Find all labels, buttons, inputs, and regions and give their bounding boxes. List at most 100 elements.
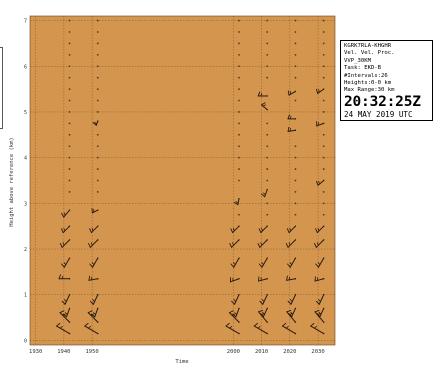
missing-dot-2-625 [238,53,240,56]
missing-dot-1-400 [96,156,99,159]
missing-dot-5-450 [322,133,325,136]
x-tick-label-0: 1930 [29,349,42,355]
info-time: 20:32:25Z [344,93,421,110]
missing-dot-0-475 [68,122,71,125]
wind-barb-2-4 [230,277,240,283]
y-tick-label-3: 3 [24,201,27,207]
missing-dot-2-375 [238,168,240,170]
missing-dot-3-600 [266,65,269,68]
missing-dot-1-525 [96,99,99,102]
wind-barb-3-3 [259,294,268,305]
missing-dot-0-400 [68,156,71,159]
missing-dot-5-700 [322,19,325,22]
missing-dot-4-700 [294,19,297,22]
wind-barb-1-6 [88,239,99,248]
missing-dot-0-525 [68,99,71,102]
wind-barb-0-7 [60,225,71,234]
info-date: 24 MAY 2019 UTC [344,109,413,119]
missing-dot-0-425 [68,145,71,148]
missing-dot-5-575 [322,76,325,79]
missing-dot-5-325 [322,191,325,193]
x-tick-labels: 1930 1940 1950 2000 2010 2020 2030 [29,349,325,355]
missing-dot-2-425 [238,145,240,148]
missing-dot-2-600 [238,65,240,68]
wind-barb-4-7 [286,225,297,234]
missing-dot-3-625 [266,53,269,56]
missing-dot-3-675 [266,31,269,33]
missing-dot-1-700 [96,19,99,22]
x-tick-label-6: 2030 [311,349,324,355]
missing-dot-1-500 [96,111,99,113]
y-axis-label: Height above reference (km) [9,137,15,226]
missing-dot-1-575 [96,76,99,79]
wind-barb-2-6 [229,239,240,248]
missing-dot-5-375 [322,168,325,170]
info-heights: Heights:0-0 km [344,80,392,87]
info-product-line: Vel. Vel. Proc. [344,50,395,57]
missing-dot-2-500 [238,111,240,113]
missing-dot-1-550 [96,88,99,91]
wind-barb-4-5 [287,257,297,268]
y-tick-labels: 0 1 2 3 4 5 6 7 [24,19,27,345]
radar-info-panel: KGRK7RLA-KHGHR Vel. Vel. Proc. VVP_30KM … [340,40,433,121]
missing-dot-1-325 [96,191,99,193]
missing-dot-4-425 [294,145,297,148]
missing-dot-1-600 [96,65,99,68]
info-intervals: #Intervals:26 [344,72,388,79]
wind-barb-4-8 [287,126,297,133]
wind-barb-1-9 [92,120,99,126]
wind-barb-5-9 [316,121,325,127]
x-tick-label-5: 2020 [283,349,296,355]
missing-dot-0-500 [68,111,71,113]
missing-dot-5-400 [322,156,325,159]
wind-barb-3-2 [259,307,268,318]
missing-dot-5-650 [322,42,325,45]
missing-dot-5-500 [322,111,325,113]
wind-barbs [56,88,325,335]
wind-barb-3-4 [258,276,268,282]
y-tick-label-6: 6 [24,64,27,70]
missing-dot-3-275 [266,213,269,216]
missing-dot-3-425 [266,145,269,148]
info-max-range: Max Range:30 km [344,87,395,94]
y-tick-label-1: 1 [24,293,27,299]
missing-dot-4-650 [294,42,297,45]
missing-dot-2-350 [238,179,240,182]
missing-data-dots [68,19,325,216]
wind-barb-3-7 [258,225,268,234]
missing-dot-5-600 [322,65,325,68]
missing-dot-1-650 [96,42,99,45]
missing-dot-4-350 [294,179,297,182]
y-tick-label-5: 5 [24,110,27,116]
missing-dot-4-400 [294,156,297,159]
missing-dot-3-375 [266,168,269,170]
wind-barb-1-7 [89,225,99,234]
plot-background [30,16,335,345]
wind-barb-5-5 [315,257,325,268]
missing-dot-3-650 [266,42,269,45]
missing-dot-0-700 [68,19,71,22]
wind-barb-0-3 [61,294,71,305]
plot-border [29,15,336,346]
wind-barb-1-0 [84,322,99,335]
wind-barb-4-2 [288,307,297,318]
missing-dot-5-275 [322,213,325,216]
missing-dot-1-375 [96,168,99,170]
wind-barb-0-2 [62,307,71,318]
missing-dot-2-475 [238,122,240,125]
missing-dot-4-600 [294,65,297,68]
wind-barb-0-5 [61,257,71,268]
missing-dot-3-700 [266,19,269,22]
missing-dot-3-475 [266,122,269,125]
missing-dot-0-575 [68,76,71,79]
wind-barb-2-0 [225,322,240,335]
wind-barb-1-5 [89,257,99,268]
wind-barb-5-4 [314,276,325,282]
missing-dot-5-625 [322,53,325,56]
missing-dot-5-525 [322,99,325,102]
wind-barb-0-4 [58,274,71,280]
wind-barb-2-7 [230,225,240,234]
wind-barb-5-6 [314,239,325,248]
missing-dot-4-525 [294,99,297,102]
